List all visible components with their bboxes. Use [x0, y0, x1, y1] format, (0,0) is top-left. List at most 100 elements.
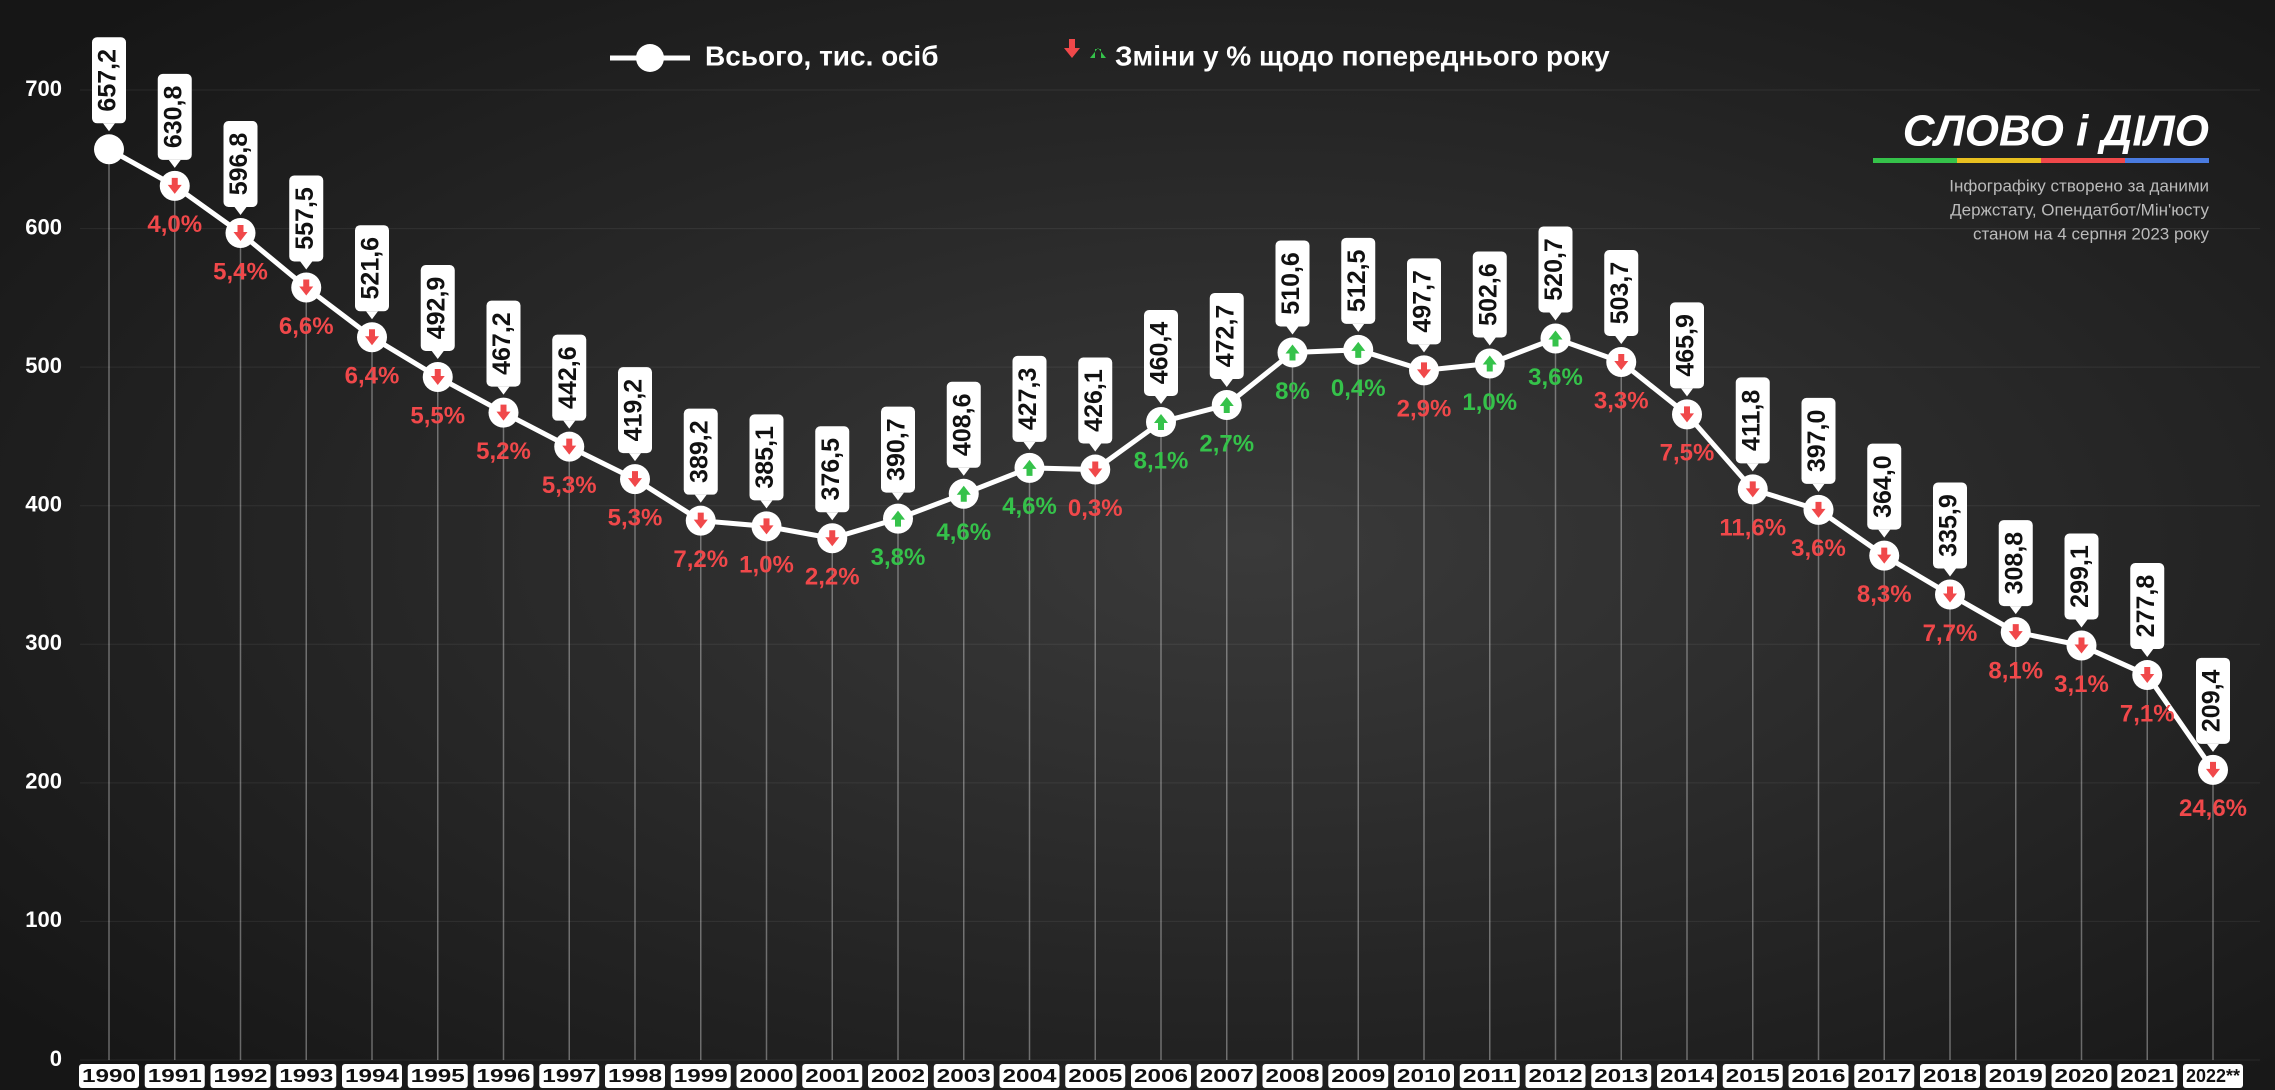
x-tick-label: 1997	[542, 1066, 596, 1086]
change-label: 8,1%	[1134, 447, 1189, 474]
y-tick-label: 200	[25, 769, 62, 794]
x-tick-label: 2005	[1068, 1066, 1122, 1086]
value-label: 442,6	[554, 346, 582, 409]
change-label: 8%	[1275, 378, 1310, 405]
x-tick-label: 2009	[1331, 1066, 1385, 1086]
data-point	[94, 134, 124, 164]
legend-label: Зміни у % щодо попереднього року	[1115, 40, 1610, 71]
value-label: 497,7	[1409, 270, 1437, 333]
value-label: 419,2	[620, 379, 648, 442]
x-tick-label: 2010	[1397, 1066, 1451, 1086]
x-tick-label: 1996	[477, 1066, 531, 1086]
x-tick-label: 1992	[214, 1066, 268, 1086]
logo-stripe	[2125, 158, 2209, 163]
change-label: 2,2%	[805, 564, 860, 591]
x-tick-label: 1993	[279, 1066, 333, 1086]
legend-point-icon	[636, 44, 664, 72]
value-label: 426,1	[1080, 369, 1108, 432]
change-label: 8,1%	[1988, 657, 2043, 684]
value-label: 465,9	[1672, 314, 1700, 377]
change-label: 2,7%	[1199, 430, 1254, 457]
x-tick-label: 2016	[1792, 1066, 1846, 1086]
value-label: 209,4	[2198, 669, 2226, 732]
change-label: 8,3%	[1857, 581, 1912, 608]
y-tick-label: 400	[25, 492, 62, 517]
value-label: 299,1	[2066, 545, 2094, 608]
x-tick-label: 1999	[674, 1066, 728, 1086]
x-tick-label: 2020	[2055, 1066, 2109, 1086]
x-tick-label: 2015	[1726, 1066, 1780, 1086]
change-label: 6,4%	[345, 363, 400, 390]
y-tick-label: 100	[25, 907, 62, 932]
y-tick-label: 700	[25, 76, 62, 101]
value-label: 472,7	[1211, 305, 1239, 368]
x-tick-label: 2002	[871, 1066, 925, 1086]
change-label: 5,5%	[410, 402, 465, 429]
change-label: 4,6%	[936, 519, 991, 546]
source-note: Держстату, Опендатбот/Мін'юсту	[1950, 200, 2209, 219]
change-label: 1,0%	[1462, 389, 1517, 416]
value-label: 389,2	[685, 420, 713, 483]
page: Всього, тис. осіб Зміни у % щодо поперед…	[0, 0, 2275, 1090]
change-label: 3,1%	[2054, 671, 2109, 698]
value-label: 467,2	[488, 312, 516, 375]
change-label: 5,4%	[213, 258, 268, 285]
x-tick-label: 2017	[1857, 1066, 1911, 1086]
source-note: Інфографіку створено за даними	[1949, 176, 2209, 195]
value-label: 503,7	[1606, 262, 1634, 325]
x-tick-label: 2019	[1989, 1066, 2043, 1086]
change-label: 3,6%	[1528, 364, 1583, 391]
x-tick-label: 2012	[1529, 1066, 1583, 1086]
change-label: 11,6%	[1719, 515, 1786, 542]
x-tick-label: 1991	[148, 1066, 202, 1086]
value-label: 308,8	[2000, 532, 2028, 595]
change-label: 6,6%	[279, 313, 334, 340]
logo-stripe	[1957, 158, 2041, 163]
change-label: 0,3%	[1068, 495, 1123, 522]
logo-stripe	[2041, 158, 2125, 163]
change-label: 4,0%	[147, 211, 202, 238]
change-label: 3,8%	[871, 544, 926, 571]
change-label: 7,7%	[1923, 620, 1978, 647]
value-label: 411,8	[1737, 390, 1765, 451]
value-label: 492,9	[422, 277, 450, 340]
value-label: 630,8	[159, 86, 187, 149]
x-tick-label: 2021	[2120, 1066, 2174, 1086]
value-label: 510,6	[1277, 252, 1305, 315]
x-tick-label: 2013	[1594, 1066, 1648, 1086]
value-label: 385,1	[751, 426, 779, 489]
change-label: 4,6%	[1002, 493, 1057, 520]
x-tick-label: 2006	[1134, 1066, 1188, 1086]
change-label: 0,4%	[1331, 375, 1386, 402]
value-label: 557,5	[291, 187, 319, 250]
change-label: 5,3%	[608, 504, 663, 531]
value-label: 657,2	[94, 49, 122, 112]
x-tick-label: 2022**	[2186, 1066, 2240, 1086]
value-label: 335,9	[1935, 494, 1963, 557]
logo: СЛОВО і ДІЛО	[1903, 107, 2209, 156]
change-label: 7,5%	[1660, 440, 1715, 467]
value-label: 521,6	[357, 237, 385, 300]
x-tick-label: 2000	[740, 1066, 794, 1086]
change-label: 7,1%	[2120, 700, 2175, 727]
logo-stripe	[1873, 158, 1957, 163]
change-label: 7,2%	[673, 546, 728, 573]
value-label: 397,0	[1803, 410, 1831, 473]
value-label: 596,8	[225, 133, 253, 196]
change-label: 24,6%	[2179, 795, 2247, 822]
y-tick-label: 0	[50, 1046, 62, 1071]
x-tick-label: 2003	[937, 1066, 991, 1086]
value-label: 502,6	[1474, 263, 1502, 326]
x-tick-label: 1994	[345, 1066, 399, 1086]
x-tick-label: 2008	[1266, 1066, 1320, 1086]
value-label: 277,8	[2132, 575, 2160, 638]
value-label: 408,6	[948, 394, 976, 457]
x-tick-label: 1995	[411, 1066, 465, 1086]
x-tick-label: 2014	[1660, 1066, 1714, 1086]
change-label: 2,9%	[1397, 396, 1452, 423]
change-label: 5,2%	[476, 438, 531, 465]
x-tick-label: 2018	[1923, 1066, 1977, 1086]
y-tick-label: 600	[25, 214, 62, 239]
y-tick-label: 500	[25, 353, 62, 378]
change-label: 3,3%	[1594, 387, 1649, 414]
